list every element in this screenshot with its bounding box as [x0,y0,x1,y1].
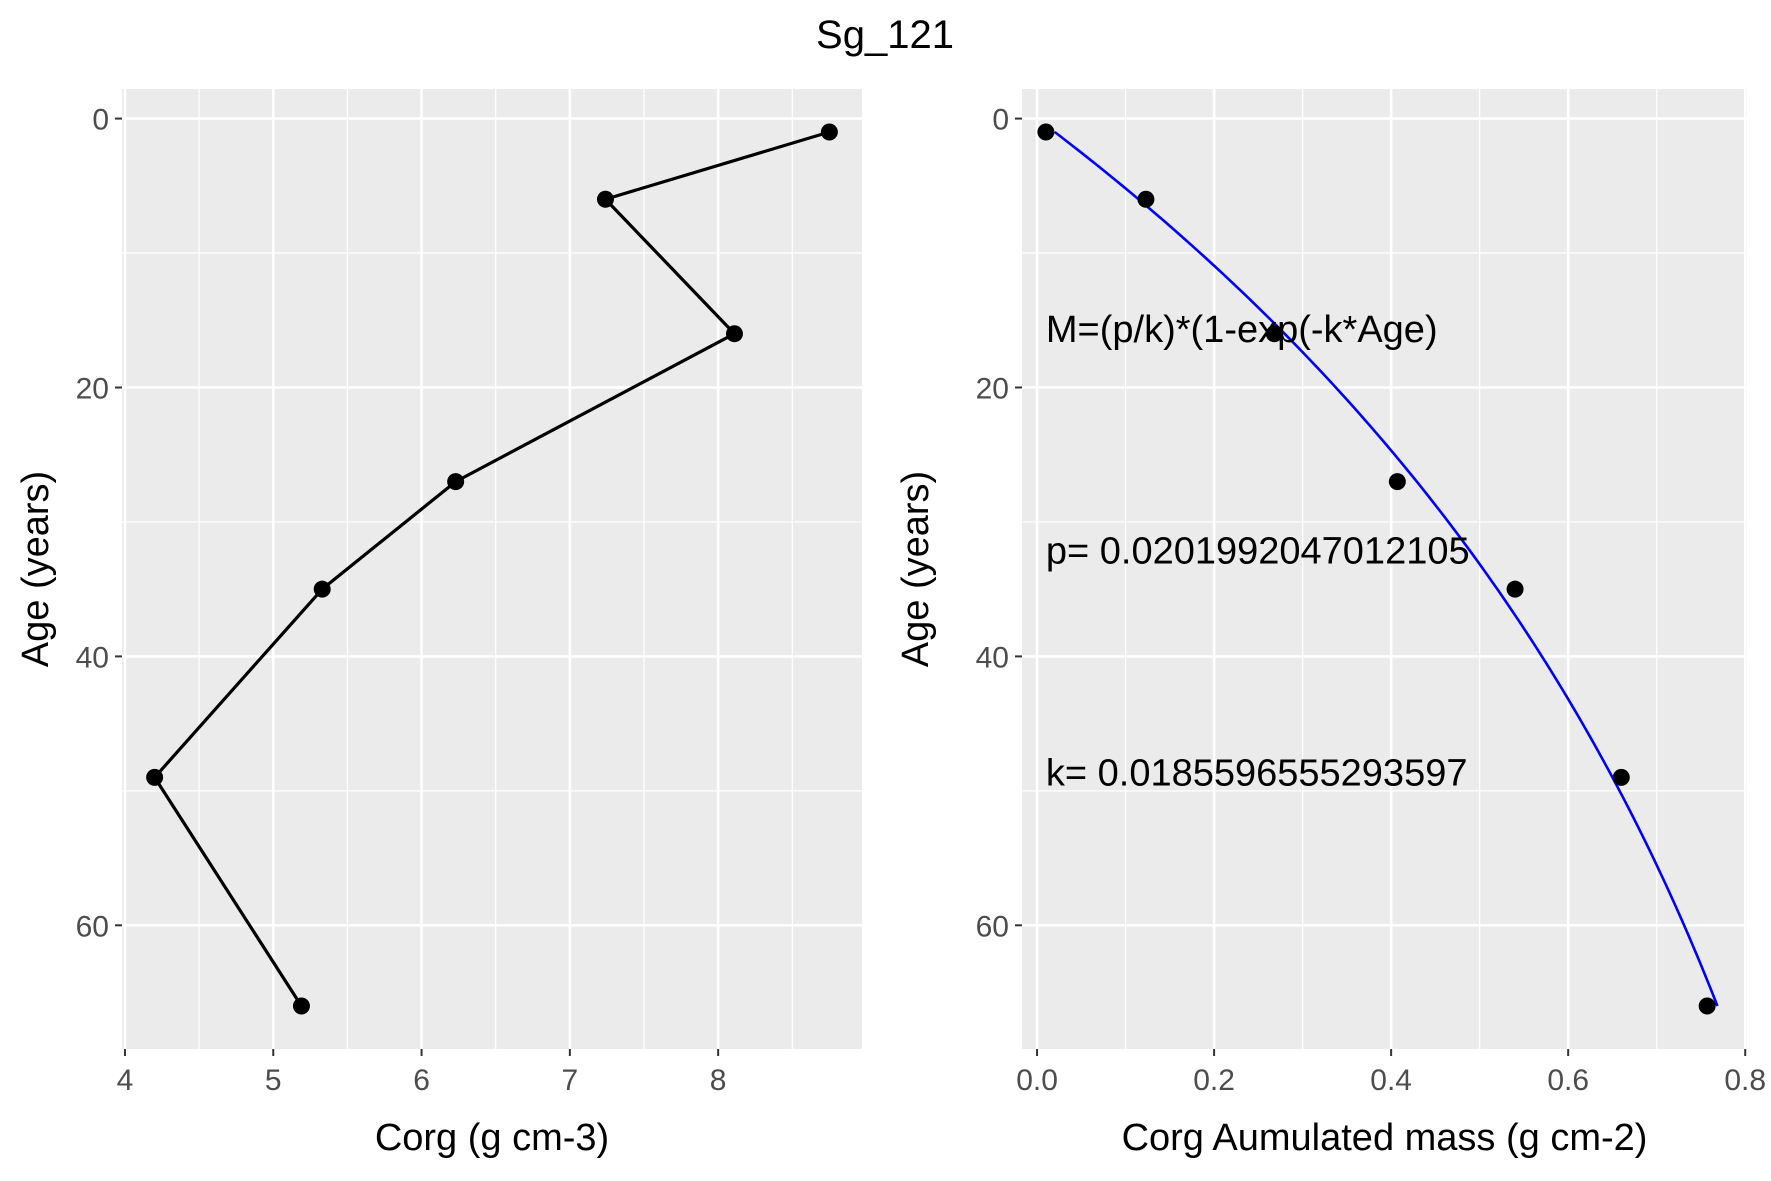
data-point [1137,190,1155,208]
data-point [146,768,164,786]
data-point [292,997,310,1015]
annotation-text: p= 0.0201992047012105 [1046,531,1470,573]
y-tick-label: 40 [976,641,1009,674]
data-point [725,325,743,343]
data-point [820,123,838,141]
right-panel: 0.0 0.2 0.4 0.6 0.8 0 20 40 60 Corg Aumulated mas… [895,89,1766,1159]
data-point [447,473,465,491]
y-axis-title: Age (years) [895,471,937,667]
x-tick-label: 8 [710,1064,727,1097]
figure-title: Sg_121 [816,13,954,57]
x-tick-label: 0.2 [1193,1064,1235,1097]
panel-background [122,89,862,1049]
y-tick-label: 0 [92,104,109,137]
y-tick-label: 60 [976,910,1009,943]
x-tick-label: 0.8 [1724,1064,1766,1097]
annotation-text: k= 0.0185596555293597 [1046,752,1468,794]
y-axis-title: Age (years) [15,471,57,667]
data-point [1698,997,1716,1015]
panel-background [1022,89,1747,1049]
x-tick-label: 5 [265,1064,282,1097]
data-point [1506,580,1524,598]
x-tick-label: 6 [413,1064,430,1097]
x-tick-label: 4 [117,1064,134,1097]
data-point [1388,473,1406,491]
y-tick-label: 0 [992,104,1009,137]
data-point [1612,768,1630,786]
y-tick-label: 40 [76,641,109,674]
x-tick-label: 7 [562,1064,579,1097]
data-point [1265,325,1283,343]
fit-curve [1053,130,1719,1007]
data-point [1037,123,1055,141]
x-tick-label: 0.6 [1547,1064,1589,1097]
y-tick-label: 60 [76,910,109,943]
data-point [596,190,614,208]
annotation-text: M=(p/k)*(1-exp(-k*Age) [1046,309,1438,351]
data-point [313,580,331,598]
left-panel: 4 5 6 7 8 0 20 40 60 Corg (g cm-3) Age (years) [15,89,862,1159]
x-axis-title: Corg Aumulated mass (g cm-2) [1122,1117,1648,1159]
y-tick-label: 20 [76,372,109,405]
x-tick-label: 0.4 [1370,1064,1412,1097]
y-tick-label: 20 [976,372,1009,405]
x-tick-label: 0.0 [1016,1064,1058,1097]
x-axis-title: Corg (g cm-3) [375,1117,609,1159]
